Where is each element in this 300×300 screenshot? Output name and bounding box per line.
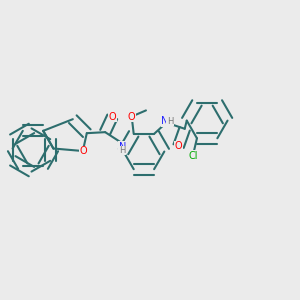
Text: O: O <box>79 146 87 156</box>
Text: O: O <box>128 112 136 122</box>
Text: O: O <box>175 141 182 151</box>
Text: N: N <box>119 142 126 152</box>
Text: H: H <box>167 117 173 126</box>
Text: O: O <box>109 112 116 122</box>
Text: N: N <box>161 116 169 126</box>
Text: H: H <box>119 146 126 155</box>
Text: Cl: Cl <box>188 151 198 160</box>
